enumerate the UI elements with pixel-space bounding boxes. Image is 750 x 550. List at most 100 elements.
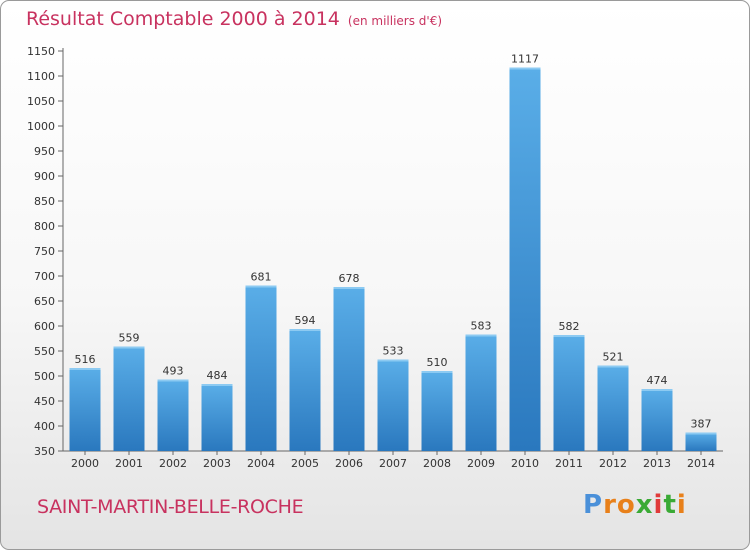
bar-value-label: 681	[251, 271, 272, 284]
y-tick-label: 1000	[27, 120, 55, 133]
y-axis: 350 400 450 500 550 600 650 700 750 800 850 900 950 1…	[27, 45, 64, 458]
brand-letter: t	[663, 490, 677, 520]
x-tick-label: 2011	[555, 457, 583, 470]
bar-rect	[465, 334, 497, 451]
x-tick-label: 2014	[687, 457, 715, 470]
y-tick-label: 1050	[27, 95, 55, 108]
bar-rect	[289, 329, 321, 451]
y-tick-label: 500	[34, 370, 55, 383]
bar-value-label: 1117	[511, 53, 539, 66]
bar-value-label: 594	[295, 314, 316, 327]
x-tick-label: 2009	[467, 457, 495, 470]
y-tick-label: 850	[34, 195, 55, 208]
y-tick-label: 750	[34, 245, 55, 258]
bar-2002: 493	[157, 365, 189, 451]
bar-2013: 474	[641, 374, 673, 451]
y-tick-label: 600	[34, 320, 55, 333]
bar-rect	[157, 379, 189, 451]
x-tick-label: 2008	[423, 457, 451, 470]
bar-value-label: 387	[691, 418, 712, 431]
bar-2007: 533	[377, 345, 409, 451]
y-tick-label: 350	[34, 445, 55, 458]
y-tick-label: 900	[34, 170, 55, 183]
x-tick-label: 2012	[599, 457, 627, 470]
y-tick-label: 700	[34, 270, 55, 283]
bar-rect	[553, 335, 585, 451]
x-tick-label: 2010	[511, 457, 539, 470]
x-axis: 2000 2001 2002 2003 2004 2005 2006 2007 2008 2009…	[63, 450, 723, 470]
bar-top-highlight	[245, 285, 277, 288]
x-tick-label: 2013	[643, 457, 671, 470]
bar-2004: 681	[245, 271, 277, 451]
bar-top-highlight	[113, 346, 145, 349]
bar-top-highlight	[553, 335, 585, 337]
bar-rect	[113, 346, 145, 451]
bar-rect	[685, 432, 717, 451]
commune-name: SAINT-MARTIN-BELLE-ROCHE	[37, 496, 304, 518]
brand-letter: P	[583, 490, 604, 520]
brand-logo: Proxiti	[583, 490, 687, 520]
bar-2014: 387	[685, 418, 717, 451]
chart-unit: (en milliers d'€)	[347, 14, 443, 28]
bar-top-highlight	[289, 329, 321, 331]
x-tick-label: 2007	[379, 457, 407, 470]
bar-2011: 582	[553, 320, 585, 451]
bar-top-highlight	[685, 432, 717, 435]
x-tick-label: 2001	[115, 457, 143, 470]
bar-top-highlight	[201, 384, 233, 386]
chart-title: Résultat Comptable 2000 à 2014	[26, 8, 340, 30]
y-tick-label: 800	[34, 220, 55, 233]
y-tick-label: 1150	[27, 45, 55, 58]
x-tick-label: 2004	[247, 457, 275, 470]
bar-value-label: 559	[119, 332, 140, 345]
bar-value-label: 533	[383, 345, 404, 358]
x-tick-label: 2005	[291, 457, 319, 470]
brand-letter: r	[603, 490, 617, 520]
bar-rect	[333, 287, 365, 451]
bar-top-highlight	[421, 371, 453, 373]
y-tick-label: 450	[34, 395, 55, 408]
bar-rect	[597, 365, 629, 451]
brand-letter: i	[676, 490, 687, 520]
bar-rect	[641, 389, 673, 451]
bar-rect	[69, 368, 101, 451]
bar-rect	[201, 384, 233, 451]
bar-value-label: 493	[163, 365, 184, 378]
bar-top-highlight	[641, 389, 673, 391]
bar-2003: 484	[201, 369, 233, 451]
bar-2005: 594	[289, 314, 321, 451]
bar-rect	[245, 285, 277, 451]
y-tick-label: 400	[34, 420, 55, 433]
bar-value-label: 521	[603, 351, 624, 364]
y-tick-label: 950	[34, 145, 55, 158]
bar-rect	[509, 67, 541, 451]
bar-value-label: 510	[427, 356, 448, 369]
bar-top-highlight	[69, 368, 101, 370]
x-tick-label: 2002	[159, 457, 187, 470]
bar-2010: 1117	[509, 53, 541, 451]
bar-2000: 516	[69, 353, 101, 451]
y-tick-label: 550	[34, 345, 55, 358]
bar-top-highlight	[465, 334, 497, 337]
bar-2008: 510	[421, 356, 453, 451]
bars: 516 559 493 484 681 594 678 533 510 583 1117 582 521…	[69, 53, 717, 451]
brand-letter: i	[653, 490, 664, 520]
brand-letter: o	[616, 490, 636, 520]
bar-2006: 678	[333, 272, 365, 451]
bar-top-highlight	[333, 287, 365, 289]
bar-top-highlight	[377, 359, 409, 362]
bar-value-label: 583	[471, 320, 492, 333]
bar-value-label: 582	[559, 320, 580, 333]
bar-rect	[377, 359, 409, 451]
x-tick-label: 2000	[71, 457, 99, 470]
bar-value-label: 678	[339, 272, 360, 285]
bar-value-label: 516	[75, 353, 96, 366]
x-tick-label: 2003	[203, 457, 231, 470]
brand-letter: x	[635, 490, 654, 520]
bar-2001: 559	[113, 332, 145, 451]
x-tick-label: 2006	[335, 457, 363, 470]
bar-top-highlight	[509, 67, 541, 70]
y-tick-label: 650	[34, 295, 55, 308]
